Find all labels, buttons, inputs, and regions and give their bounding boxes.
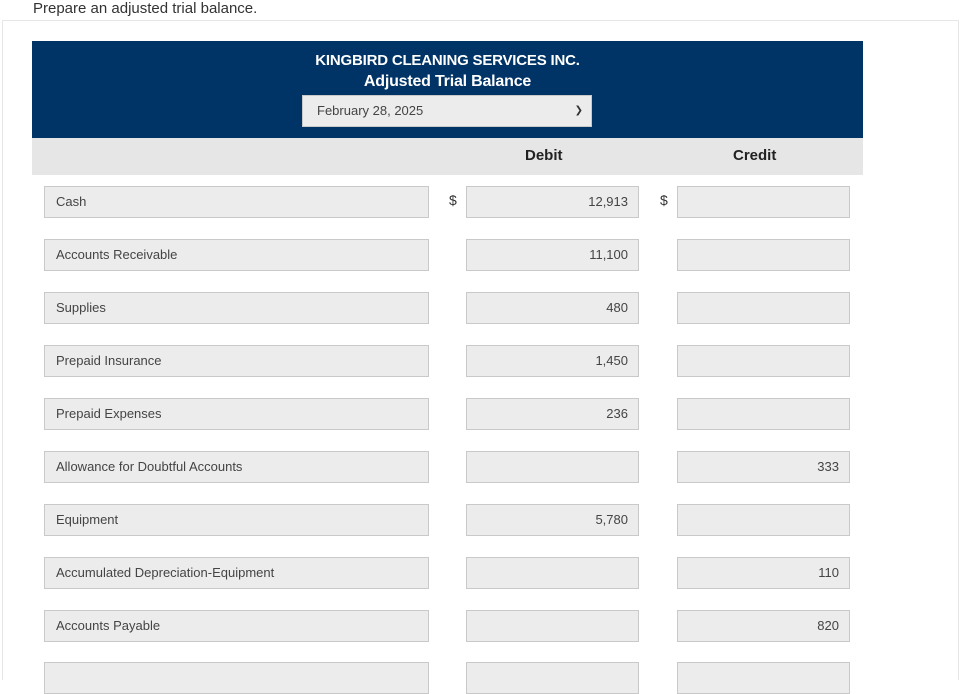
date-dropdown[interactable]: February 28, 2025 ❯ xyxy=(302,95,592,127)
table-row xyxy=(0,662,961,694)
chevron-down-icon: ❯ xyxy=(574,105,583,116)
account-field[interactable]: Allowance for Doubtful Accounts xyxy=(44,451,429,483)
credit-column-header: Credit xyxy=(733,147,777,164)
credit-field[interactable] xyxy=(677,186,850,218)
credit-field[interactable] xyxy=(677,398,850,430)
table-row: Accounts Payable 820 xyxy=(0,610,961,642)
debit-field[interactable]: 236 xyxy=(466,398,639,430)
debit-field[interactable]: 5,780 xyxy=(466,504,639,536)
credit-field[interactable] xyxy=(677,239,850,271)
company-name: KINGBIRD CLEANING SERVICES INC. xyxy=(315,52,580,69)
debit-field[interactable]: 480 xyxy=(466,292,639,324)
dollar-sign: $ xyxy=(449,192,457,208)
credit-field[interactable]: 820 xyxy=(677,610,850,642)
debit-field[interactable] xyxy=(466,662,639,694)
table-row: Prepaid Insurance 1,450 xyxy=(0,345,961,377)
credit-field[interactable] xyxy=(677,292,850,324)
table-row: Cash $ 12,913 $ xyxy=(0,186,961,218)
account-field[interactable]: Accounts Receivable xyxy=(44,239,429,271)
table-row: Prepaid Expenses 236 xyxy=(0,398,961,430)
debit-field[interactable]: 11,100 xyxy=(466,239,639,271)
report-title: Adjusted Trial Balance xyxy=(363,73,532,90)
account-field[interactable]: Prepaid Insurance xyxy=(44,345,429,377)
debit-field[interactable] xyxy=(466,451,639,483)
debit-column-header: Debit xyxy=(525,147,563,164)
credit-field[interactable] xyxy=(677,504,850,536)
instruction-text: Prepare an adjusted trial balance. xyxy=(33,0,258,17)
credit-field[interactable]: 110 xyxy=(677,557,850,589)
account-field[interactable]: Equipment xyxy=(44,504,429,536)
debit-field[interactable]: 12,913 xyxy=(466,186,639,218)
credit-field[interactable] xyxy=(677,662,850,694)
account-field[interactable]: Prepaid Expenses xyxy=(44,398,429,430)
statement-header: KINGBIRD CLEANING SERVICES INC. Adjusted… xyxy=(32,41,863,138)
table-row: Accumulated Depreciation-Equipment 110 xyxy=(0,557,961,589)
table-row: Accounts Receivable 11,100 xyxy=(0,239,961,271)
column-header-row: Debit Credit xyxy=(32,138,863,175)
table-row: Allowance for Doubtful Accounts 333 xyxy=(0,451,961,483)
credit-field[interactable]: 333 xyxy=(677,451,850,483)
account-field[interactable]: Cash xyxy=(44,186,429,218)
debit-field[interactable] xyxy=(466,557,639,589)
debit-field[interactable]: 1,450 xyxy=(466,345,639,377)
worksheet-frame xyxy=(2,20,959,680)
account-field[interactable]: Accounts Payable xyxy=(44,610,429,642)
debit-field[interactable] xyxy=(466,610,639,642)
account-field[interactable] xyxy=(44,662,429,694)
date-dropdown-value: February 28, 2025 xyxy=(317,103,424,118)
table-row: Supplies 480 xyxy=(0,292,961,324)
table-row: Equipment 5,780 xyxy=(0,504,961,536)
account-field[interactable]: Supplies xyxy=(44,292,429,324)
dollar-sign: $ xyxy=(660,192,668,208)
account-field[interactable]: Accumulated Depreciation-Equipment xyxy=(44,557,429,589)
credit-field[interactable] xyxy=(677,345,850,377)
